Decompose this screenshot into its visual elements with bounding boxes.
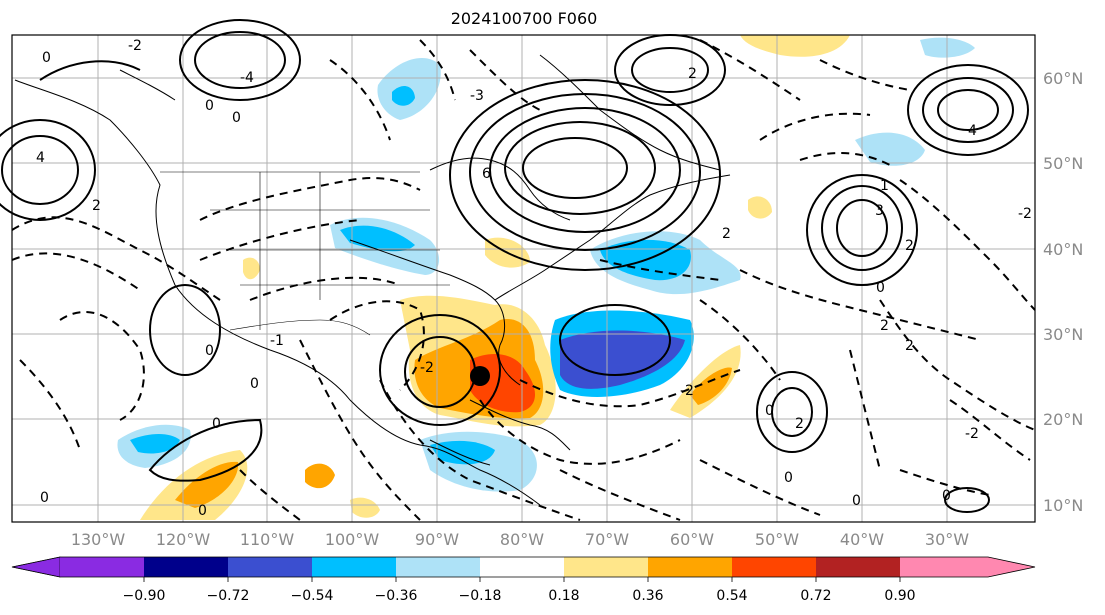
contour-label: 0 (250, 376, 259, 392)
contour-label: 0 (942, 488, 951, 504)
colorbar-outline (11, 556, 1036, 578)
colorbar-segment (144, 557, 228, 577)
cold-fill-pacific-core (130, 434, 180, 454)
cold-fill-core (560, 330, 685, 389)
contour-label: 2 (722, 226, 731, 242)
lon-label: 60°W (670, 530, 714, 549)
contour-label: 6 (482, 166, 491, 182)
contour-label: -3 (470, 88, 484, 104)
contour-label: -2 (128, 38, 142, 54)
contour-label: -2 (420, 360, 434, 376)
storm-center-marker (470, 366, 490, 386)
contour-label: 0 (765, 403, 774, 419)
colorbar-tick-label: 0.54 (716, 588, 747, 604)
contour-label: -2 (680, 383, 694, 399)
lon-label: 120°W (156, 530, 211, 549)
contour-label: 0 (784, 470, 793, 486)
contour-label: 2 (905, 338, 914, 354)
lat-label: 20°N (1043, 410, 1083, 429)
contour-label: 3 (875, 203, 884, 219)
lon-label: 50°W (755, 530, 799, 549)
lat-label: 10°N (1043, 496, 1083, 515)
colorbar-segment (900, 557, 988, 577)
contour-label: 2 (795, 416, 804, 432)
longitude-labels: 130°W 120°W 110°W 100°W 90°W 80°W 70°W 6… (71, 530, 969, 549)
contour-label: -2 (965, 426, 979, 442)
map-border (11, 34, 1036, 523)
colorbar-tick-label: 0.36 (632, 588, 663, 604)
dashed-contours (11, 39, 1036, 521)
colorbar-tick-label: 0.18 (548, 588, 579, 604)
graticule (12, 35, 1035, 522)
lon-label: 100°W (325, 530, 380, 549)
colorbar-segment (228, 557, 312, 577)
warm-fill-north (740, 35, 850, 57)
lat-label: 40°N (1043, 240, 1083, 259)
lon-label: 80°W (500, 530, 544, 549)
lat-label: 50°N (1043, 154, 1083, 173)
lon-label: 110°W (240, 530, 295, 549)
contour-labels: 0 -2 -4 0 0 4 2 -3 6 2 4 1 3 2 2 0 2 2 -… (36, 38, 1032, 519)
cold-fill-caribbean-core (430, 440, 495, 465)
colorbar-segment (732, 557, 816, 577)
contour-label: 4 (36, 150, 45, 166)
contour-label: 4 (968, 123, 977, 139)
colorbar-tick-label: 0.90 (884, 588, 915, 604)
colorbar-segment (564, 557, 648, 577)
colorbar-segment (312, 557, 396, 577)
contour-label: -4 (240, 70, 254, 86)
colorbar-segment (988, 557, 1035, 577)
lon-label: 40°W (840, 530, 884, 549)
contour-label: 2 (92, 198, 101, 214)
colorbar-tick-label: −0.90 (123, 588, 166, 604)
lon-label: 130°W (71, 530, 126, 549)
cold-fill-central-core (340, 225, 415, 252)
contour-label: 0 (205, 343, 214, 359)
warm-fill-small-3 (748, 196, 772, 219)
contour-label: 2 (880, 318, 889, 334)
contour-label: 2 (905, 238, 914, 254)
colorbar-tick-label: 0.72 (800, 588, 831, 604)
colorbar-segment (396, 557, 480, 577)
colorbar-tick-label: −0.72 (207, 588, 250, 604)
contour-label: 0 (852, 493, 861, 509)
shaded-fields (117, 35, 975, 520)
contour-label: -1 (270, 333, 284, 349)
lon-label: 30°W (925, 530, 969, 549)
latitude-labels: 60°N 50°N 40°N 30°N 20°N 10°N (1043, 69, 1083, 515)
contour-label: 0 (205, 98, 214, 114)
contour-label: 0 (40, 490, 49, 506)
colorbar-segment (648, 557, 732, 577)
contour-label: 1 (880, 178, 889, 194)
warm-fill-small-1 (305, 463, 335, 489)
colorbar: −0.90 −0.72 −0.54 −0.36 −0.18 0.18 0.36 … (11, 556, 1036, 604)
warm-fill-small-5 (350, 497, 380, 518)
contour-label: 0 (42, 50, 51, 66)
lon-label: 90°W (415, 530, 459, 549)
lat-label: 60°N (1043, 69, 1083, 88)
contour-label: -2 (1018, 206, 1032, 222)
colorbar-segment (480, 557, 564, 577)
solid-contours (0, 19, 1029, 513)
colorbar-tick-label: −0.36 (375, 588, 418, 604)
colorbar-tick-label: −0.18 (459, 588, 502, 604)
contour-label: 0 (198, 503, 207, 519)
contour-label: 0 (212, 416, 221, 432)
colorbar-segment (11, 556, 61, 578)
contour-label: 0 (876, 280, 885, 296)
lon-label: 70°W (585, 530, 629, 549)
colorbar-segment (60, 557, 144, 577)
contour-label: 2 (688, 66, 697, 82)
contour-label: 0 (232, 110, 241, 126)
colorbar-tick-label: −0.54 (291, 588, 334, 604)
map-title: 2024100700 F060 (450, 9, 598, 28)
cold-fill-canada-core (392, 86, 415, 106)
warm-fill-small-4 (243, 257, 260, 280)
colorbar-segment (816, 557, 900, 577)
lat-label: 30°N (1043, 325, 1083, 344)
